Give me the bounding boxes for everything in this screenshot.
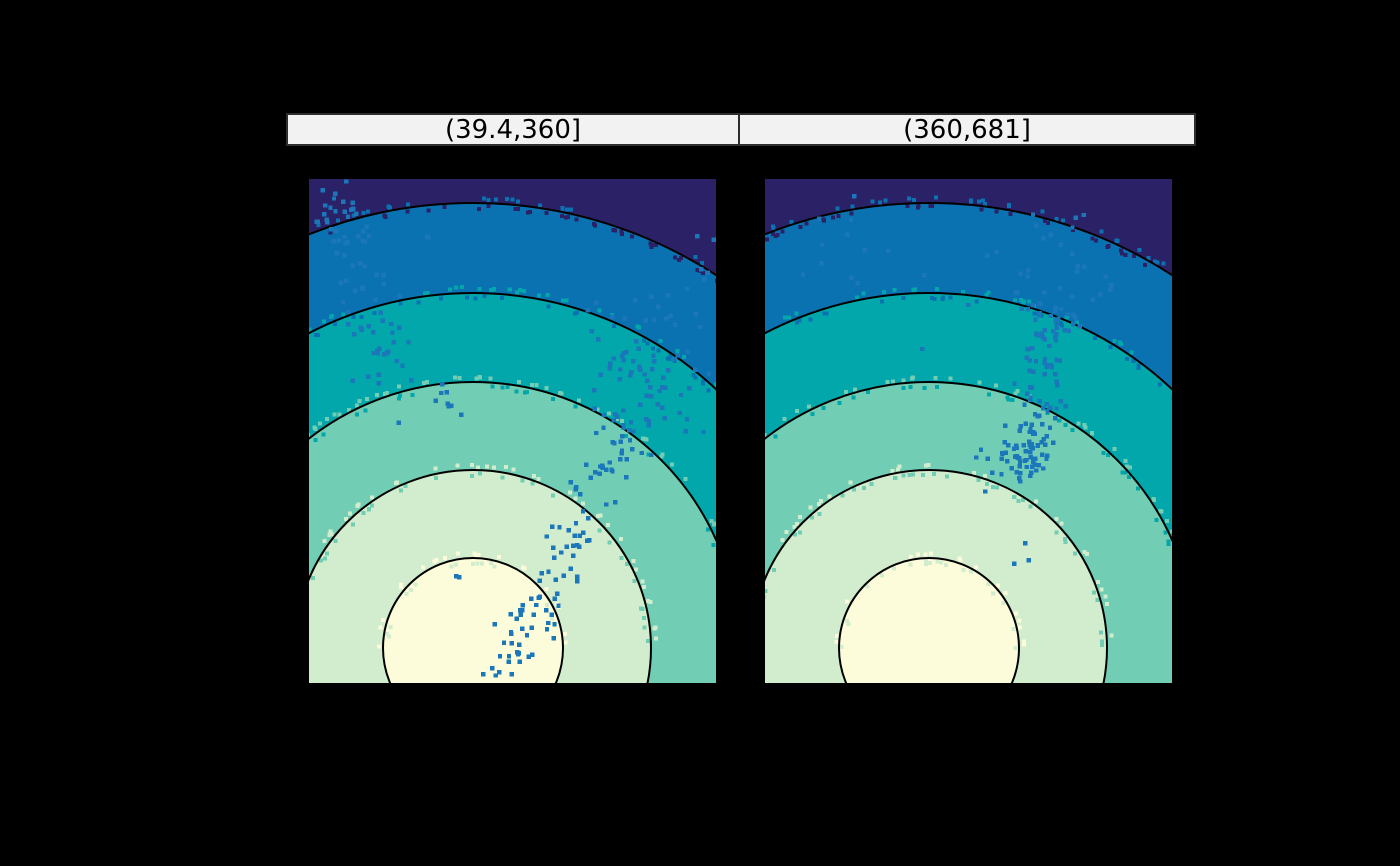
facet-strip-1-label: (39.4,360] — [444, 114, 582, 145]
facet-strip-1: (39.4,360] — [286, 113, 740, 146]
facet-strip-2: (360,681] — [738, 113, 1196, 146]
facet-panel-1 — [309, 179, 716, 683]
facet-panel-2 — [765, 179, 1172, 683]
facet-strip-2-label: (360,681] — [903, 114, 1031, 145]
